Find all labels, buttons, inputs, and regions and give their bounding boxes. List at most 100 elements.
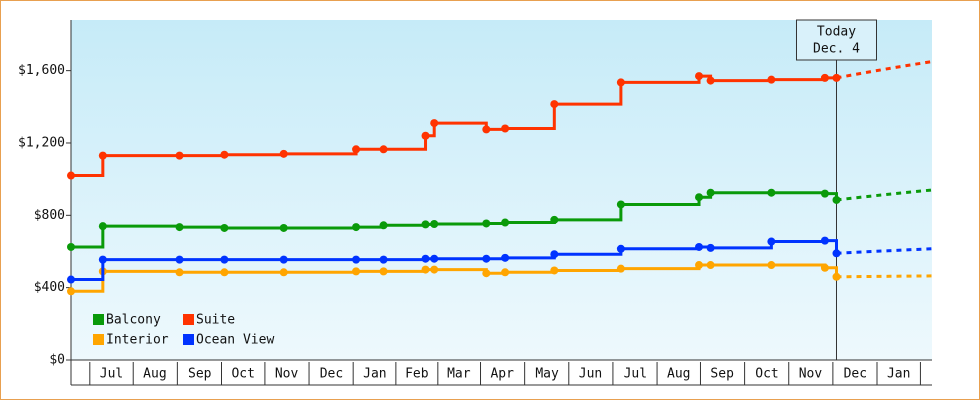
x-tick-label: Jul — [100, 367, 123, 382]
data-point — [379, 267, 388, 276]
data-point — [67, 171, 75, 180]
data-point — [279, 223, 288, 232]
plot-area — [71, 20, 932, 360]
x-tick-label: Apr — [490, 367, 514, 382]
today-box — [795, 19, 877, 61]
legend-swatch — [93, 334, 104, 345]
data-point — [279, 255, 288, 264]
data-point — [379, 255, 388, 264]
data-point — [820, 236, 829, 245]
data-point — [430, 265, 439, 274]
data-point — [98, 222, 107, 231]
data-point — [832, 195, 841, 204]
data-point — [352, 223, 361, 232]
y-tick-label: $0 — [49, 353, 65, 368]
data-point — [279, 268, 288, 277]
data-point — [482, 219, 491, 228]
data-point — [430, 119, 439, 128]
x-tick-label: Nov — [275, 367, 299, 382]
data-point — [421, 254, 430, 263]
data-point — [482, 254, 491, 263]
data-point — [421, 131, 430, 140]
data-point — [379, 221, 388, 230]
y-tick-label: $1,600 — [18, 63, 65, 78]
x-tick-label: Nov — [799, 367, 823, 382]
data-point — [695, 72, 704, 81]
data-point — [501, 124, 510, 133]
data-point — [352, 255, 361, 264]
data-point — [482, 125, 491, 134]
data-point — [220, 223, 229, 232]
data-point — [279, 149, 288, 158]
x-tick-label: Feb — [405, 367, 429, 382]
y-tick-label: $800 — [34, 208, 65, 223]
x-tick-label: Mar — [447, 367, 471, 382]
data-point — [220, 268, 229, 277]
data-point — [695, 193, 704, 202]
x-tick-label: Jun — [579, 367, 602, 382]
data-point — [767, 75, 776, 84]
data-point — [220, 255, 229, 264]
data-point — [616, 200, 625, 209]
x-tick-label: Dec — [320, 367, 343, 382]
data-point — [550, 215, 559, 224]
data-point — [616, 264, 625, 273]
legend-label: Suite — [196, 313, 235, 328]
data-point — [430, 220, 439, 228]
data-point — [616, 78, 625, 87]
data-point — [98, 255, 107, 264]
data-point — [482, 269, 491, 278]
data-point — [352, 145, 361, 154]
data-point — [430, 254, 439, 263]
data-point — [706, 76, 715, 85]
x-tick-label: Aug — [143, 367, 166, 382]
data-point — [550, 250, 559, 259]
data-point — [767, 261, 776, 270]
y-tick-label: $1,200 — [18, 135, 65, 150]
data-point — [767, 237, 776, 246]
data-point — [379, 145, 388, 154]
legend-swatch — [93, 314, 104, 325]
data-point — [175, 223, 184, 232]
data-point — [550, 266, 559, 275]
x-tick-label: Sep — [188, 367, 212, 382]
data-point — [352, 267, 361, 276]
data-point — [706, 261, 715, 270]
data-point — [67, 287, 75, 296]
data-point — [832, 73, 841, 82]
data-point — [98, 151, 107, 160]
data-point — [550, 100, 559, 109]
y-tick-label: $400 — [34, 280, 65, 295]
data-point — [421, 220, 430, 229]
legend-label: Interior — [106, 333, 169, 348]
data-point — [501, 253, 510, 262]
x-tick-label: Jan — [363, 367, 386, 382]
data-point — [820, 189, 829, 198]
data-point — [67, 275, 75, 284]
data-point — [175, 268, 184, 277]
legend-label: Ocean View — [196, 333, 274, 348]
x-tick-label: Oct — [755, 367, 778, 382]
data-point — [820, 73, 829, 82]
x-tick-label: Oct — [231, 367, 254, 382]
x-tick-label: Dec — [844, 367, 867, 382]
data-point — [767, 188, 776, 197]
x-tick-label: May — [535, 367, 559, 382]
data-point — [832, 272, 841, 281]
data-point — [175, 151, 184, 160]
x-tick-label: Aug — [667, 367, 690, 382]
x-tick-label: Jul — [624, 367, 647, 382]
data-point — [706, 188, 715, 197]
today-label: Dec. 4 — [813, 42, 860, 57]
data-point — [820, 263, 829, 272]
x-tick-label: Jan — [887, 367, 910, 382]
data-point — [706, 243, 715, 252]
data-point — [695, 242, 704, 251]
legend-label: Balcony — [106, 313, 161, 328]
data-point — [175, 255, 184, 264]
data-point — [421, 265, 430, 274]
legend-swatch — [183, 314, 194, 325]
data-point — [695, 261, 704, 270]
